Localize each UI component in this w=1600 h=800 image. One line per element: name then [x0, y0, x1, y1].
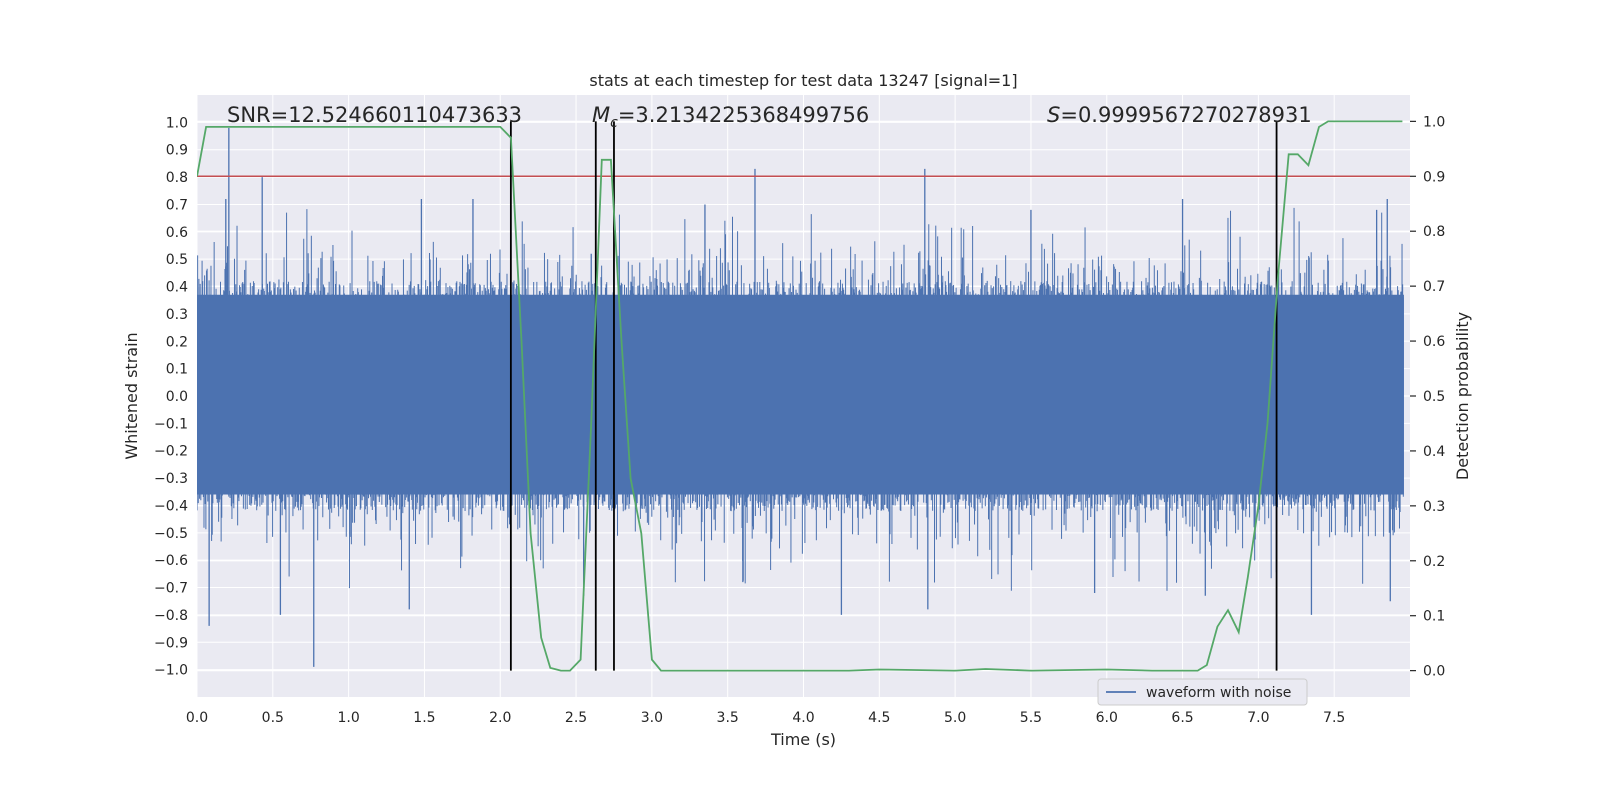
y2-tick-label: 0.9	[1423, 169, 1445, 185]
y-tick-label: −0.1	[154, 416, 188, 432]
x-tick-label: 5.5	[1020, 710, 1042, 726]
annotation-snr: SNR=12.524660110473633	[227, 103, 522, 127]
y-tick-label: 0.3	[166, 307, 188, 323]
y2-tick-label: 0.2	[1423, 554, 1445, 570]
chart-title: stats at each timestep for test data 132…	[589, 71, 1017, 90]
x-tick-label: 2.0	[489, 710, 511, 726]
x-tick-label: 5.0	[944, 710, 966, 726]
y-tick-label: 0.6	[166, 225, 188, 241]
waveform-series	[197, 127, 1404, 667]
y-tick-label: 1.0	[166, 115, 188, 131]
waveform-noise	[197, 207, 1404, 591]
x-tick-label: 2.5	[565, 710, 587, 726]
detection-probability-line	[197, 120, 1403, 672]
y-tick-label: 0.7	[166, 197, 188, 213]
y-tick-label: −0.9	[154, 635, 188, 651]
y2-tick-label: 0.5	[1423, 389, 1445, 405]
y2-tick-label: 0.3	[1423, 499, 1445, 515]
y2-tick-label: 0.4	[1423, 444, 1445, 460]
y-tick-label: −0.7	[154, 581, 188, 597]
y-tick-label: −0.2	[154, 444, 188, 460]
y-tick-labels: 1.0 0.9 0.8 0.7 0.6 0.5 0.4 0.3 0.2 0.1 0.0 −0.1 −0.…	[154, 115, 188, 678]
y-tick-label: 0.5	[166, 252, 188, 268]
x-tick-label: 1.5	[413, 710, 435, 726]
x-tick-label: 0.0	[186, 710, 208, 726]
x-tick-labels: 0.0 0.5 1.0 1.5 2.0 2.5 3.0 3.5 4.0 4.5 5.0 5.5 6.0 6…	[186, 710, 1345, 726]
y2-tick-labels: 0.0 0.1 0.2 0.3 0.4 0.5 0.6 0.7 0.8 0.9 1.0	[1410, 114, 1445, 680]
y-tick-label: 0.8	[166, 170, 188, 186]
x-tick-label: 0.5	[262, 710, 284, 726]
y2-tick-label: 0.8	[1423, 224, 1445, 240]
y2-tick-label: 0.0	[1423, 664, 1445, 680]
x-tick-label: 3.0	[641, 710, 663, 726]
legend: waveform with noise	[1097, 678, 1308, 706]
x-tick-label: 3.5	[717, 710, 739, 726]
y-tick-label: −0.6	[154, 553, 188, 569]
y-tick-label: 0.9	[166, 143, 188, 159]
y-tick-label: −0.8	[154, 608, 188, 624]
x-tick-label: 1.0	[337, 710, 359, 726]
annotation-chirp-mass: Mc=3.2134225368499756	[592, 103, 869, 131]
y-tick-label: −0.3	[154, 471, 188, 487]
y-axis-label: Whitened strain	[122, 332, 141, 459]
x-tick-label: 4.0	[792, 710, 814, 726]
y2-tick-label: 0.1	[1423, 609, 1445, 625]
x-tick-label: 7.5	[1323, 710, 1345, 726]
y2-axis-label: Detection probability	[1453, 312, 1472, 480]
y-tick-label: −0.4	[154, 498, 188, 514]
legend-entry: waveform with noise	[1146, 685, 1291, 701]
y-tick-label: −0.5	[154, 526, 188, 542]
y-tick-label: 0.0	[166, 389, 188, 405]
y-tick-label: 0.2	[166, 334, 188, 350]
x-tick-label: 6.0	[1096, 710, 1118, 726]
legend-box	[1097, 678, 1308, 706]
y2-tick-label: 0.6	[1423, 334, 1445, 350]
y-tick-label: 0.4	[166, 280, 188, 296]
y2-tick-label: 1.0	[1423, 114, 1445, 130]
y-tick-label: 0.1	[166, 362, 188, 378]
x-tick-label: 4.5	[868, 710, 890, 726]
x-tick-label: 6.5	[1171, 710, 1193, 726]
y-tick-label: −1.0	[154, 663, 188, 679]
x-axis-label: Time (s)	[770, 730, 836, 749]
x-tick-label: 7.0	[1247, 710, 1269, 726]
y2-tick-label: 0.7	[1423, 279, 1445, 295]
annotation-score: S=0.9999567270278931	[1047, 103, 1312, 127]
marker-lines	[509, 121, 1278, 671]
